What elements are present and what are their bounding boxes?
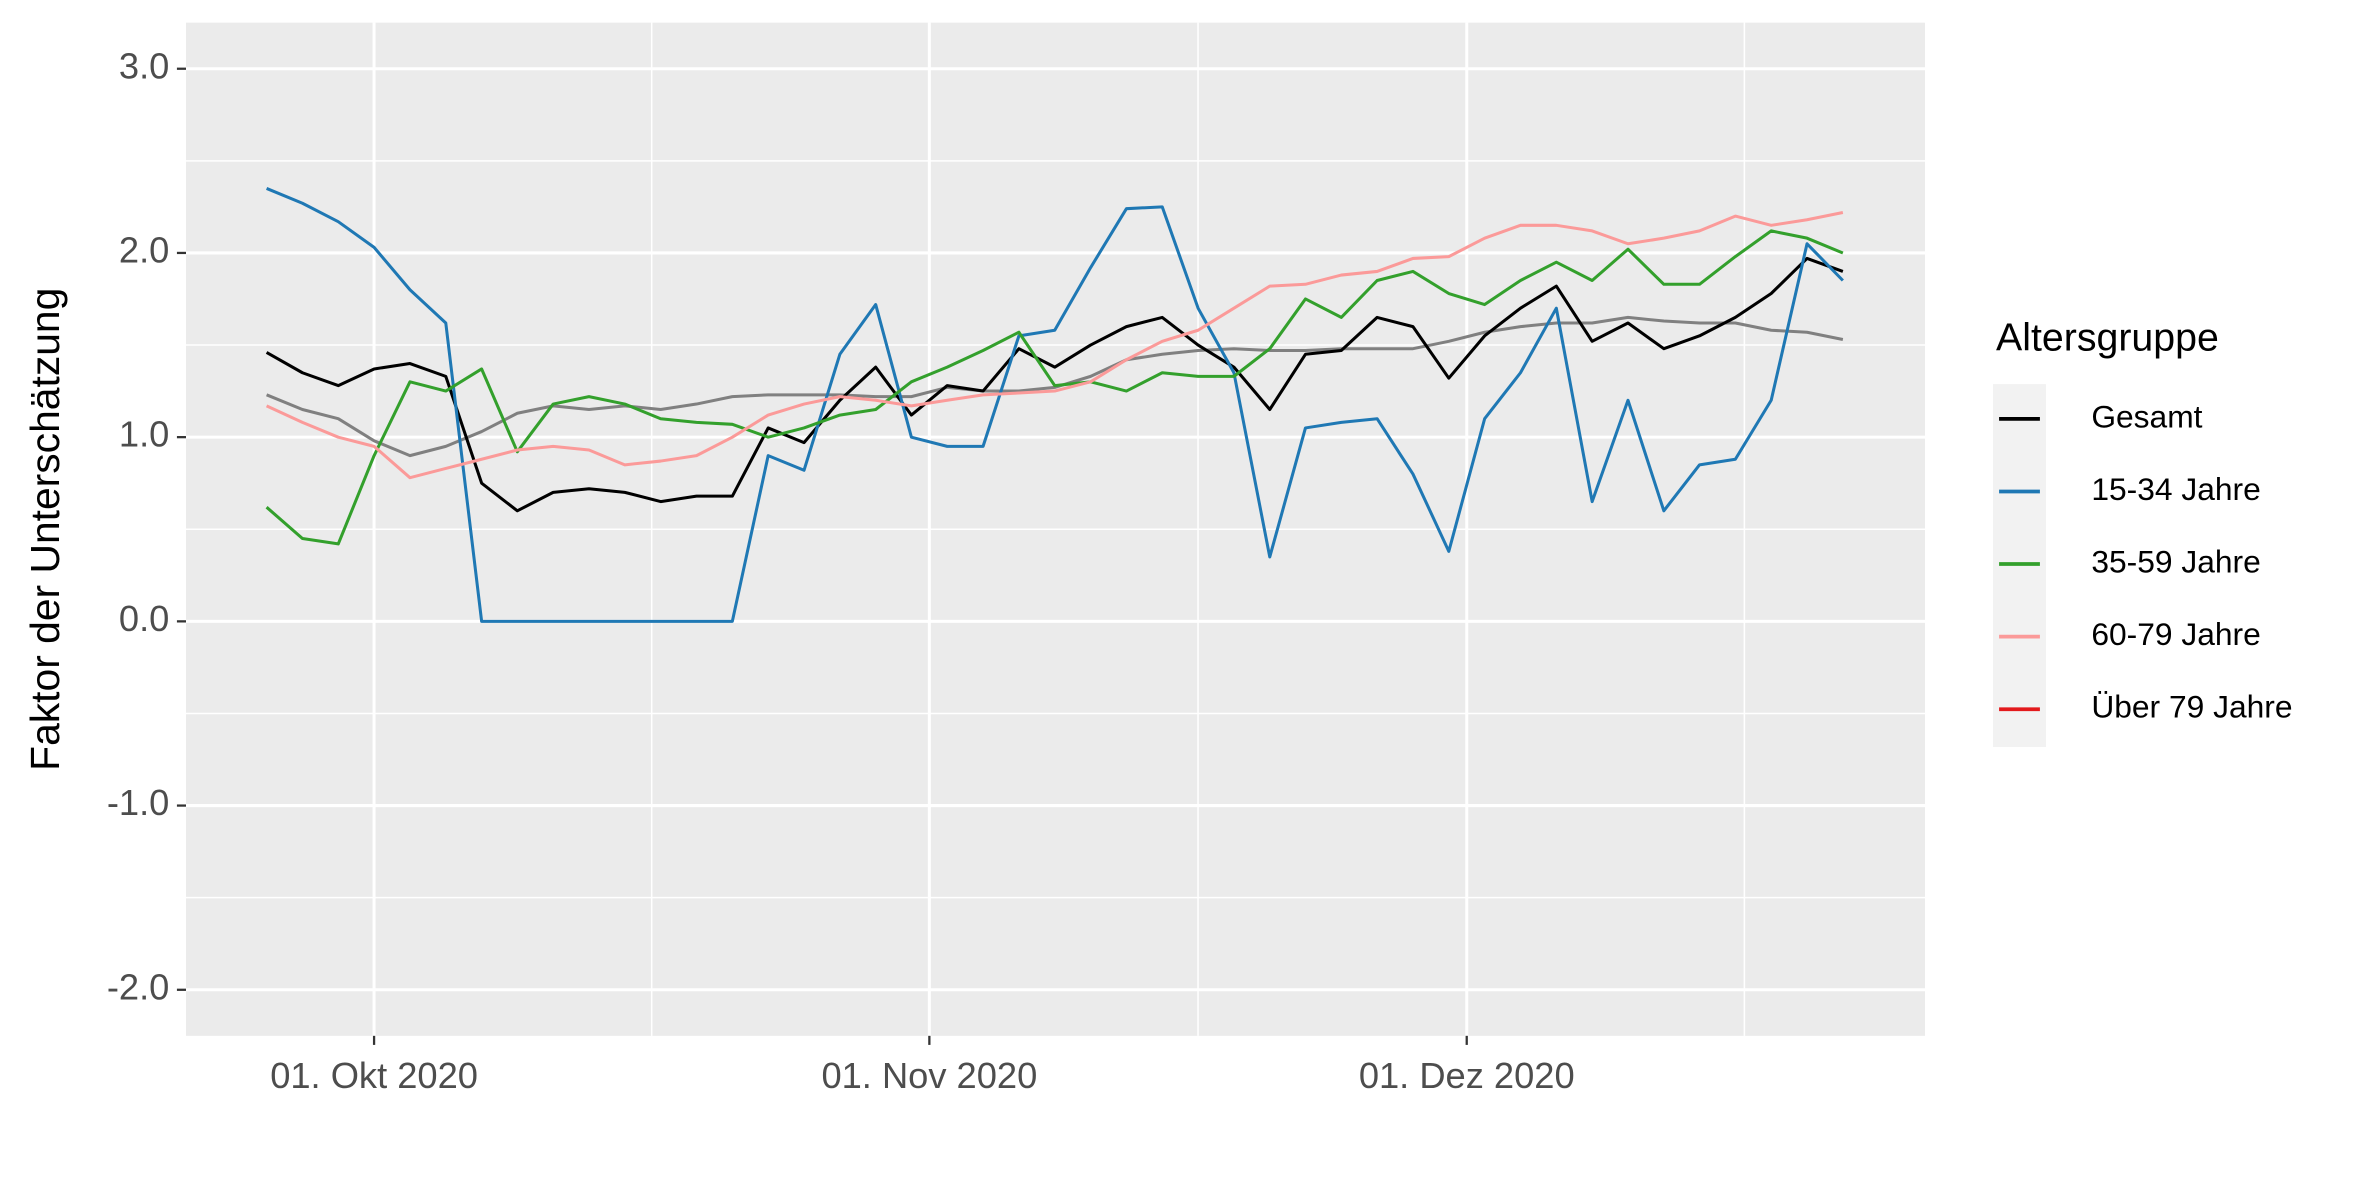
x-tick-label: 01. Okt 2020 (270, 1055, 478, 1096)
series-line (265, 210, 1844, 480)
y-tick-label: -2.0 (107, 966, 170, 1007)
series-line (265, 229, 1844, 546)
x-tick-label: 01. Dez 2020 (1359, 1055, 1575, 1096)
series-line (266, 187, 1844, 623)
legend-label: Über 79 Jahre (2091, 689, 2292, 725)
legend-label: 15-34 Jahre (2091, 471, 2260, 507)
y-tick-label: 0.0 (119, 598, 169, 639)
legend-label: Gesamt (2091, 398, 2202, 434)
legend-title: Altersgruppe (1996, 316, 2219, 360)
series-line (265, 256, 1844, 513)
x-tick-label: 01. Nov 2020 (821, 1055, 1037, 1096)
y-tick-label: 1.0 (119, 414, 169, 455)
y-tick-label: 3.0 (119, 45, 169, 86)
y-axis-title: Faktor der Unterschätzung (22, 288, 68, 771)
y-tick-label: 2.0 (119, 230, 169, 271)
legend-label: 35-59 Jahre (2091, 543, 2260, 579)
legend-label: 60-79 Jahre (2091, 616, 2260, 652)
y-tick-label: -1.0 (107, 782, 170, 823)
